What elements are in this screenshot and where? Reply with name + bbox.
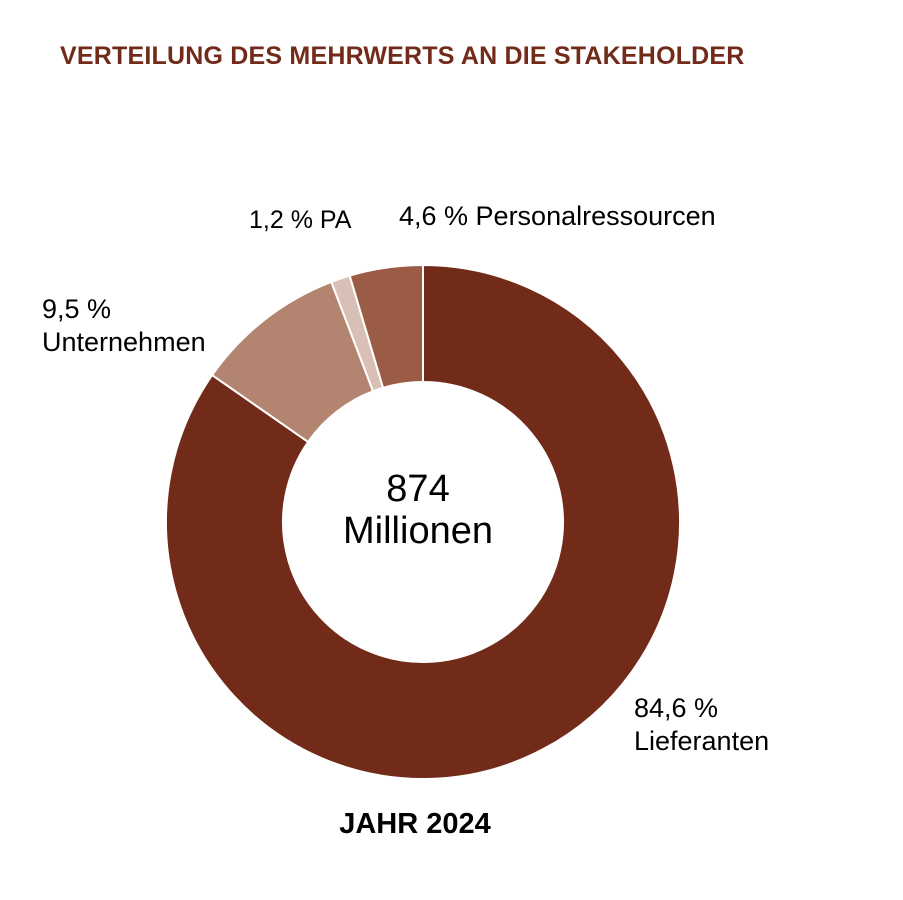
label-lieferanten-name: Lieferanten: [634, 726, 770, 756]
chart-title: VERTEILUNG DES MEHRWERTS AN DIE STAKEHOL…: [60, 42, 745, 70]
center-unit: Millionen: [343, 510, 493, 552]
center-value: 874: [386, 468, 450, 510]
label-unternehmen-name: Unternehmen: [42, 327, 206, 357]
label-lieferanten: 84,6 % Lieferanten: [634, 692, 769, 758]
label-unternehmen: 9,5 % Unternehmen: [42, 293, 206, 359]
slice-lieferanten: [165, 263, 681, 780]
label-unternehmen-pct: 9,5 %: [42, 294, 112, 324]
label-pa: 1,2 % PA: [249, 206, 352, 234]
label-lieferanten-pct: 84,6 %: [634, 693, 719, 723]
slice-personalressourcen: [348, 263, 424, 390]
label-personalressourcen: 4,6 % Personalressourcen: [399, 201, 716, 231]
center-total: 874 Millionen: [318, 468, 518, 552]
chart-footer-year: JAHR 2024: [339, 808, 491, 840]
